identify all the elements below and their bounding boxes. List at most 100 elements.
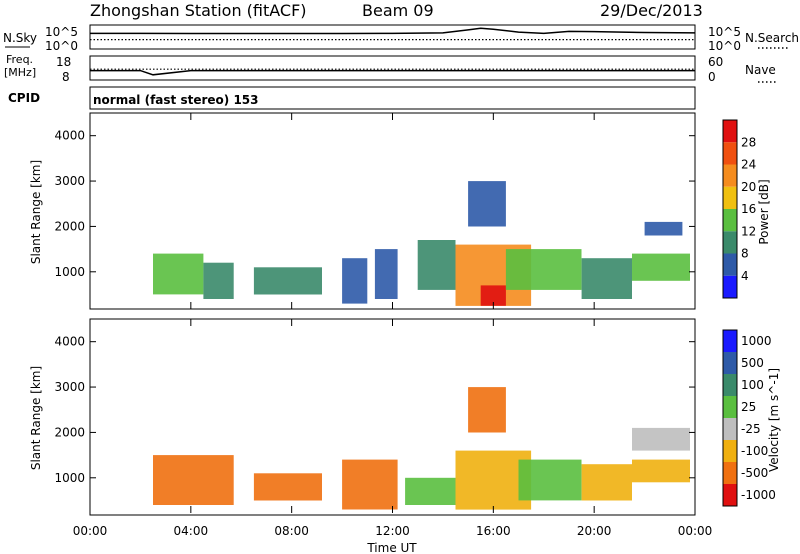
x-tick-label: 08:00: [274, 524, 309, 538]
time-axis: 00:00 04:00 08:00 12:00 16:00 20:00 00:00: [73, 113, 713, 538]
y-tick-label: 1000: [54, 265, 85, 279]
data-region: [405, 477, 456, 505]
cpid-text: normal (fast stereo) 153: [93, 93, 259, 107]
nave-tick-top: 60: [708, 55, 723, 69]
y-tick-label: 2000: [54, 425, 85, 439]
cpid-label: CPID: [8, 91, 40, 105]
data-region: [253, 267, 322, 295]
cpid-panel: CPID normal (fast stereo) 153: [8, 86, 696, 110]
x-tick-label: 00:00: [678, 524, 713, 538]
date-label: 29/Dec/2013: [600, 1, 703, 20]
data-region: [632, 253, 690, 281]
y-tick-label: 2000: [54, 219, 85, 233]
x-tick-label: 00:00: [73, 524, 108, 538]
x-axis-label: Time UT: [366, 541, 417, 554]
freq-tick-top: 18: [56, 55, 71, 69]
data-region: [505, 249, 582, 290]
nsearch-tick-bottom: 10^0: [708, 39, 741, 53]
data-region: [480, 285, 506, 306]
freq-frame: [89, 55, 696, 81]
colorbar-tick-label: 500: [741, 356, 764, 370]
velocity-panel: 1000 2000 3000 4000 Slant Range [km] 1000 50…: [29, 318, 781, 516]
velocity-colorbar: 1000 500 100 25 -25 -100 -500 -1000: [722, 329, 776, 507]
colorbar-swatch: [723, 253, 737, 276]
colorbar-swatch: [723, 330, 737, 352]
power-colorbar-label: Power [dB]: [757, 179, 771, 244]
colorbar-tick-label: -500: [741, 466, 768, 480]
velocity-data-regions: [153, 387, 690, 510]
colorbar-frame: [722, 119, 738, 299]
data-region: [253, 473, 322, 501]
colorbar-tick-label: 4: [741, 269, 749, 283]
colorbar-swatch: [723, 120, 737, 143]
data-region: [417, 240, 456, 290]
nsky-panel: N.Sky 10^5 10^0 10^5 10^0 N.Search: [3, 24, 799, 53]
data-region: [153, 455, 234, 505]
colorbar-tick-label: 16: [741, 202, 756, 216]
colorbar-tick-label: 24: [741, 158, 756, 172]
data-region: [153, 253, 204, 295]
freq-label-1: Freq.: [6, 53, 33, 66]
freq-tick-bottom: 8: [62, 70, 70, 84]
colorbar-tick-label: 25: [741, 400, 756, 414]
data-region: [632, 459, 690, 483]
cpid-frame: [89, 86, 696, 110]
colorbar-frame: [722, 329, 738, 507]
data-region: [581, 258, 632, 299]
colorbar-tick-label: 100: [741, 378, 764, 392]
data-region: [581, 464, 632, 501]
y-tick-label: 1000: [54, 471, 85, 485]
colorbar-swatch: [723, 484, 737, 506]
nsky-tick-bottom: 10^0: [45, 39, 78, 53]
data-region: [632, 427, 690, 451]
colorbar-swatch: [723, 142, 737, 165]
nave-tick-bottom: 0: [708, 70, 716, 84]
y-tick-label: 4000: [54, 129, 85, 143]
nsky-label: N.Sky: [3, 31, 37, 45]
colorbar-swatch: [723, 418, 737, 440]
colorbar-swatch: [723, 209, 737, 232]
plot-title: Zhongshan Station (fitACF): [90, 1, 307, 20]
colorbar-tick-label: 1000: [741, 334, 772, 348]
y-tick-label: 3000: [54, 380, 85, 394]
data-region: [518, 459, 582, 501]
nsky-frame: [89, 24, 696, 50]
data-region: [342, 258, 368, 304]
freq-series-line: [90, 69, 695, 76]
colorbar-swatch: [723, 275, 737, 299]
colorbar-tick-label: -25: [741, 422, 761, 436]
colorbar-swatch: [723, 374, 737, 396]
data-region: [468, 387, 506, 433]
colorbar-swatch: [723, 396, 737, 418]
colorbar-swatch: [723, 462, 737, 484]
colorbar-tick-label: 20: [741, 180, 756, 194]
data-region: [374, 249, 398, 299]
x-tick-label: 20:00: [577, 524, 612, 538]
colorbar-swatch: [723, 186, 737, 210]
nsky-tick-top: 10^5: [45, 25, 78, 39]
power-colorbar: 28 24 20 16 12 8 4: [722, 119, 756, 299]
colorbar-tick-label: 12: [741, 224, 756, 238]
power-y-label: Slant Range [km]: [29, 160, 43, 264]
freq-panel: Freq. [MHz] 18 8 60 0 Nave: [4, 53, 778, 84]
data-region: [203, 262, 234, 299]
colorbar-tick-label: -100: [741, 444, 768, 458]
data-region: [342, 459, 398, 510]
colorbar-swatch: [723, 440, 737, 462]
velocity-y-label: Slant Range [km]: [29, 366, 43, 470]
power-panel: 1000 2000 3000 4000 Slant Range [km] 28 24 20…: [29, 112, 771, 310]
colorbar-swatch: [723, 231, 737, 254]
colorbar-tick-label: -1000: [741, 488, 776, 502]
data-region: [468, 181, 506, 227]
nsearch-label: N.Search: [745, 31, 799, 45]
colorbar-swatch: [723, 164, 737, 187]
velocity-y-ticks: 1000 2000 3000 4000: [54, 335, 695, 485]
colorbar-tick-label: 8: [741, 247, 749, 261]
y-tick-label: 3000: [54, 174, 85, 188]
x-tick-label: 04:00: [174, 524, 209, 538]
power-y-ticks: 1000 2000 3000 4000: [54, 129, 695, 279]
y-tick-label: 4000: [54, 335, 85, 349]
x-tick-label: 12:00: [375, 524, 410, 538]
